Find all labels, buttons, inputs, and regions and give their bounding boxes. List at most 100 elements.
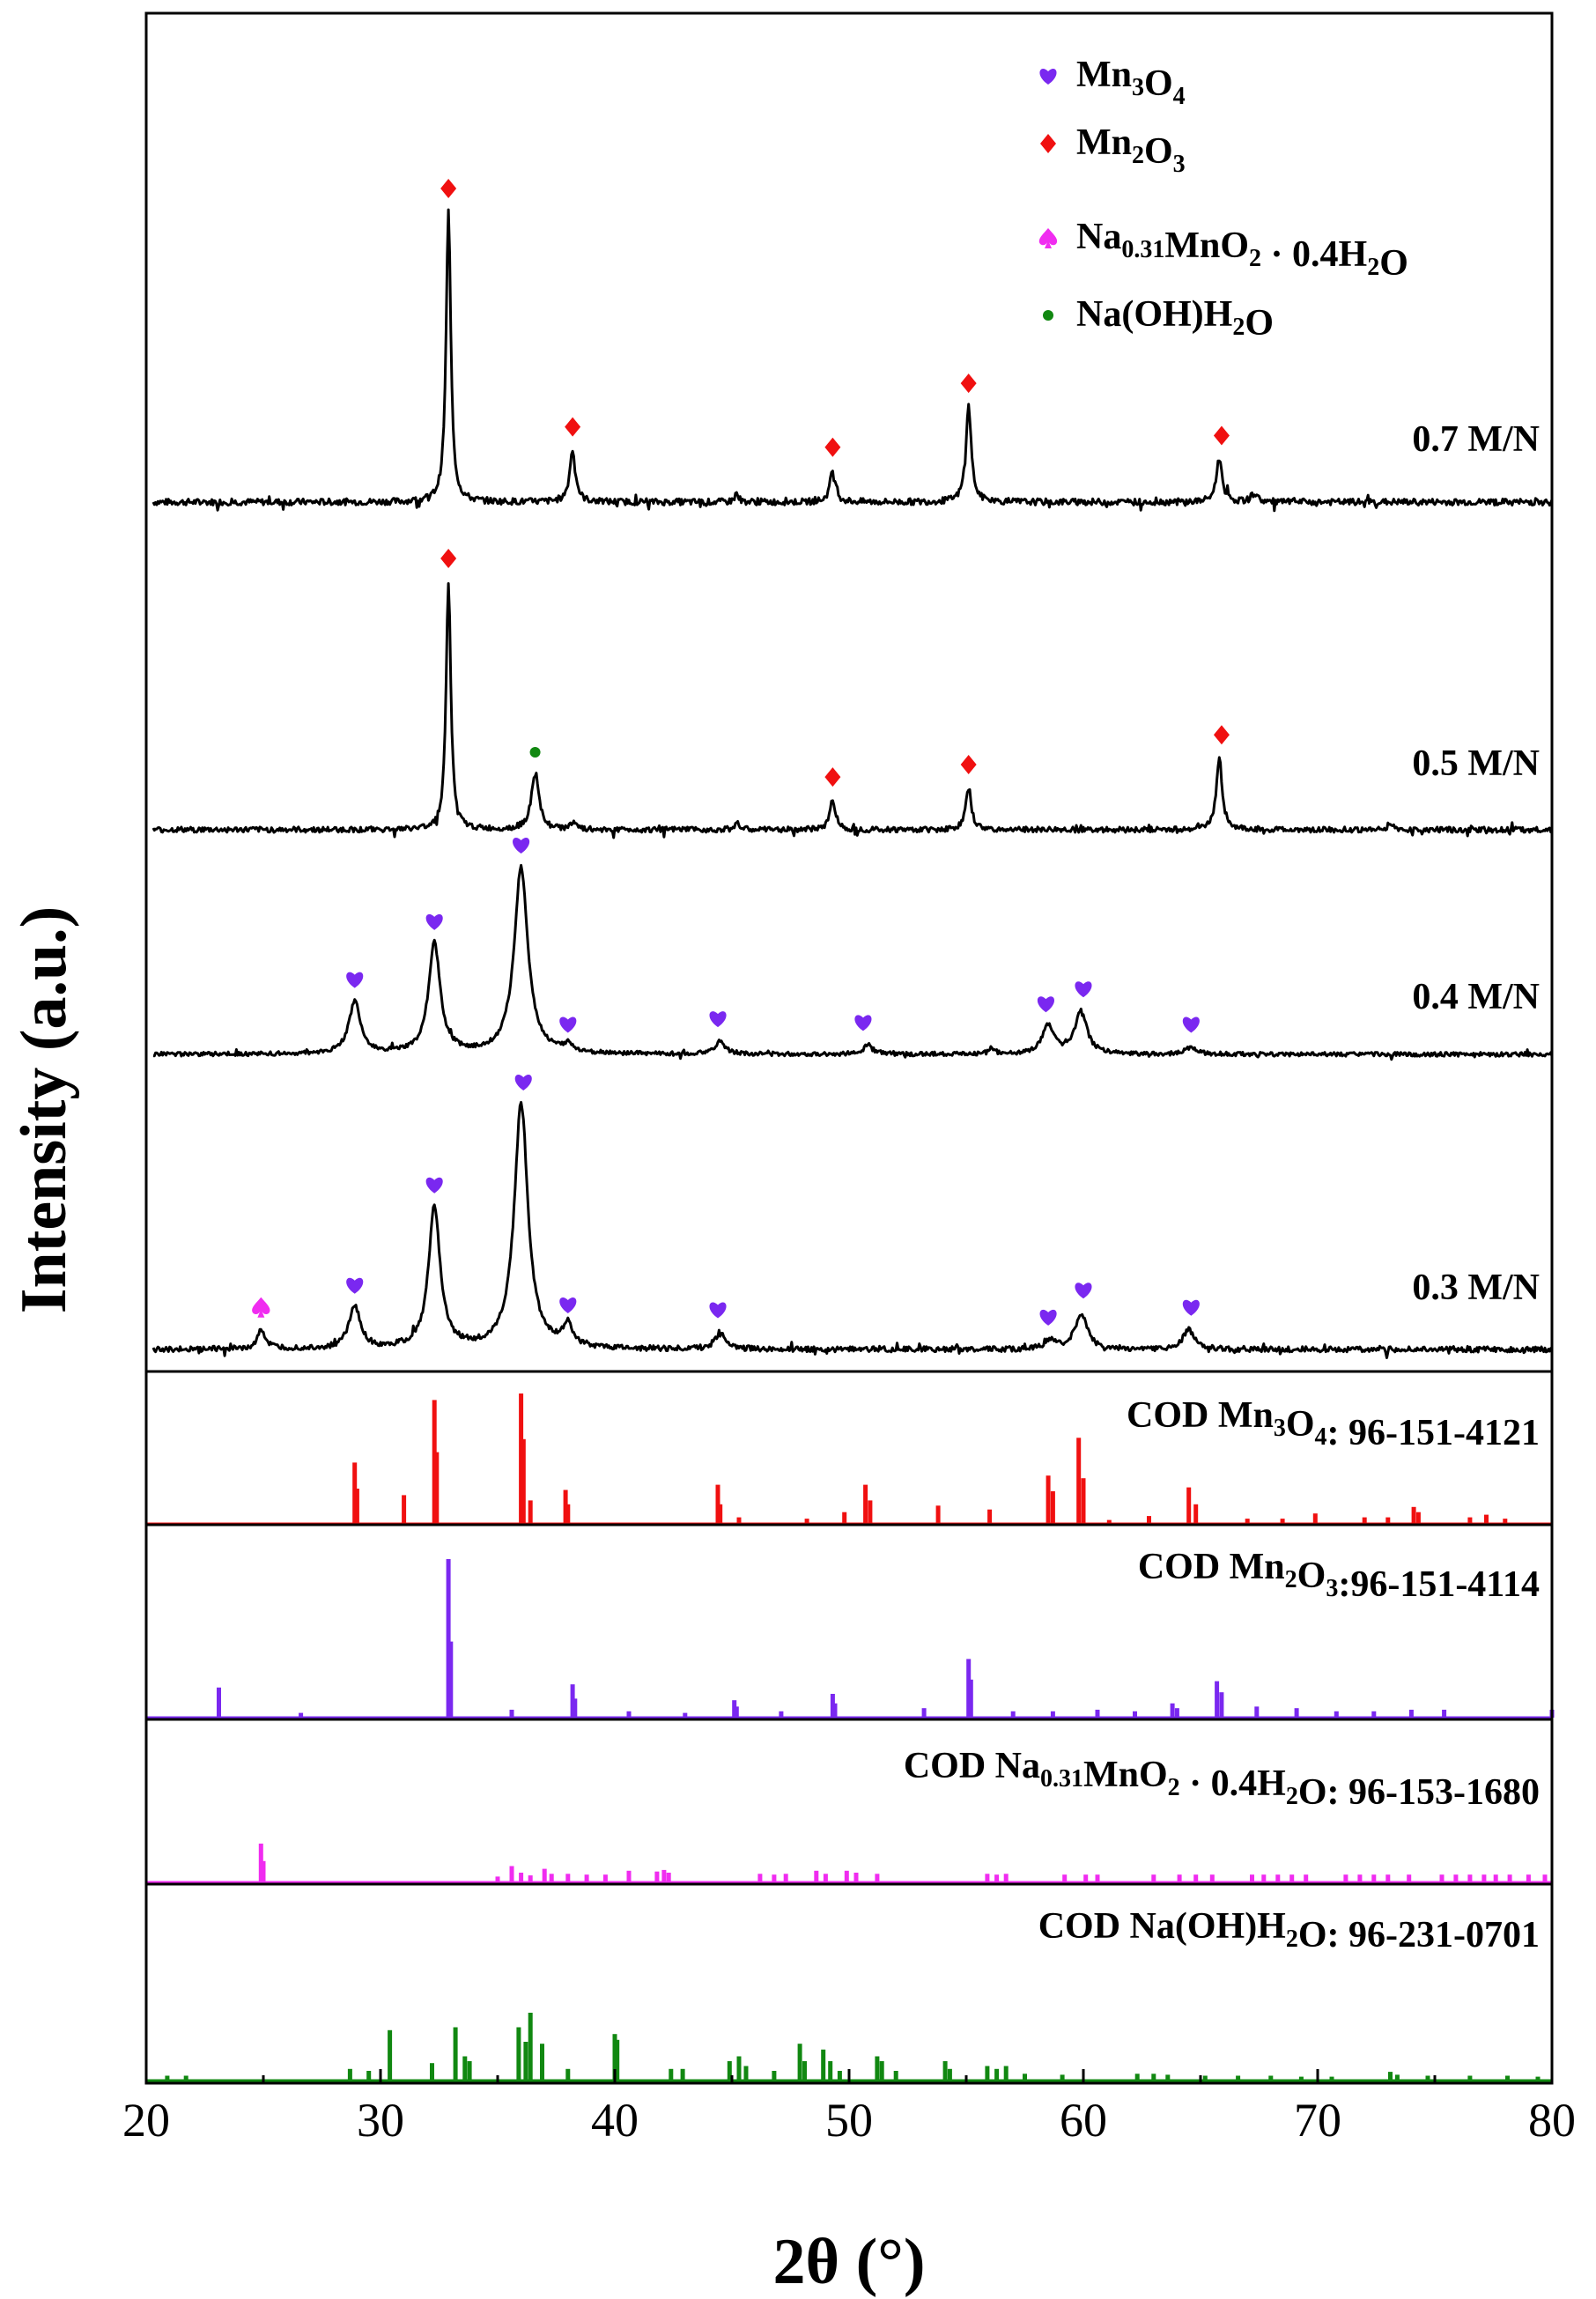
reference-stick-2-41 (1385, 1874, 1391, 1882)
marker-0-4-m-n-mn3o4-5 (854, 1015, 872, 1031)
reference-stick-2-4 (519, 1873, 524, 1882)
reference-stick-3-4 (388, 2029, 393, 2081)
reference-stick-3-7 (462, 2056, 468, 2081)
reference-stick-0-13 (804, 1519, 809, 1524)
reference-stick-2-33 (1250, 1874, 1254, 1882)
trace-label-0-5-m-n: 0.5 M/N (1412, 743, 1540, 784)
reference-stick-1-6 (573, 1698, 578, 1718)
legend-label-namno2: Na0.31MnO2 · 0.4H2O (1076, 217, 1408, 284)
reference-stick-2-36 (1289, 1874, 1295, 1882)
reference-stick-2-32 (1209, 1874, 1215, 1882)
reference-stick-2-7 (549, 1874, 554, 1882)
reference-stick-3-30 (942, 2061, 948, 2081)
reference-stick-2-22 (875, 1874, 880, 1882)
reference-label-0: COD Mn3O4: 96-151-4121 (1127, 1395, 1540, 1453)
reference-stick-0-6 (521, 1438, 526, 1524)
reference-stick-0-5 (519, 1393, 524, 1524)
marker-0-4-m-n-mn3o4-7 (1075, 981, 1092, 998)
reference-stick-2-49 (1526, 1874, 1531, 1882)
reference-stick-1-30 (1442, 1710, 1447, 1718)
marker-0-3-m-n-mn3o4-8 (1182, 1299, 1200, 1316)
reference-stick-2-45 (1467, 1874, 1473, 1882)
reference-stick-2-37 (1304, 1874, 1309, 1882)
reference-stick-1-11 (779, 1711, 784, 1718)
reference-stick-0-33 (1415, 1512, 1421, 1524)
reference-stick-0-20 (1050, 1491, 1055, 1524)
legend-marker-mn2o3 (1040, 134, 1056, 153)
reference-stick-3-2 (347, 2068, 352, 2081)
sample-traces (151, 208, 1554, 1359)
reference-stick-2-25 (1003, 1874, 1009, 1882)
reference-stick-2-5 (528, 1875, 533, 1882)
reference-stick-3-43 (1298, 2076, 1304, 2081)
marker-0-3-m-n-mn3o4-1 (346, 1277, 364, 1294)
reference-stick-3-34 (1003, 2066, 1009, 2081)
reference-stick-2-9 (584, 1874, 589, 1882)
reference-stick-2-42 (1407, 1874, 1412, 1882)
marker-0-3-m-n-namno2-0 (252, 1297, 270, 1318)
reference-stick-3-8 (467, 2061, 472, 2081)
marker-0-4-m-n-mn3o4-8 (1182, 1016, 1200, 1033)
reference-label-2: COD Na0.31MnO2 · 0.4H2O: 96-153-1680 (904, 1746, 1540, 1813)
reference-stick-1-19 (1095, 1710, 1100, 1718)
x-tick-label-50: 50 (825, 2094, 873, 2147)
reference-stick-2-46 (1481, 1874, 1487, 1882)
reference-stick-3-16 (669, 2068, 674, 2081)
reference-stick-3-17 (680, 2068, 685, 2081)
x-tick-label-30: 30 (357, 2094, 404, 2147)
marker-0-3-m-n-mn3o4-4 (559, 1297, 577, 1313)
trace-0-3-m-n (151, 1100, 1553, 1359)
reference-stick-0-26 (1193, 1504, 1199, 1524)
reference-stick-0-31 (1385, 1517, 1391, 1524)
reference-stick-3-32 (985, 2066, 990, 2081)
marker-0-7-m-n-mn2o3-0 (440, 179, 457, 198)
reference-stick-1-20 (1133, 1711, 1137, 1718)
marker-0-5-m-n-mn2o3-3 (960, 755, 977, 775)
reference-stick-1-29 (1408, 1710, 1414, 1718)
marker-0-4-m-n-mn3o4-6 (1037, 996, 1054, 1013)
reference-stick-2-39 (1357, 1874, 1363, 1882)
reference-stick-0-19 (1046, 1475, 1051, 1524)
x-tick-label-80: 80 (1528, 2094, 1576, 2147)
reference-stick-3-41 (1236, 2075, 1241, 2081)
reference-stick-3-25 (828, 2061, 833, 2081)
reference-stick-2-17 (783, 1874, 788, 1882)
reference-stick-2-48 (1507, 1874, 1512, 1882)
x-axis-ticks: 20 30 40 50 60 70 80 (122, 2069, 1576, 2147)
reference-stick-1-16 (968, 1679, 973, 1718)
reference-stick-1-10 (734, 1706, 739, 1718)
y-axis-title: Intensity (a.u.) (8, 906, 80, 1314)
reference-stick-2-13 (661, 1869, 667, 1882)
reference-stick-2-12 (654, 1871, 660, 1882)
reference-stick-2-14 (666, 1873, 671, 1882)
reference-stick-3-23 (802, 2061, 807, 2081)
reference-stick-3-33 (994, 2068, 1000, 2081)
reference-stick-3-42 (1268, 2075, 1274, 2081)
reference-stick-0-9 (565, 1504, 571, 1524)
reference-stick-3-20 (743, 2066, 749, 2081)
reference-label-3: COD Na(OH)H2O: 96-231-0701 (1038, 1906, 1540, 1955)
reference-stick-1-0 (217, 1687, 221, 1718)
reference-stick-3-13 (565, 2068, 571, 2081)
reference-stick-0-34 (1467, 1517, 1473, 1524)
reference-stick-2-29 (1151, 1874, 1156, 1882)
reference-stick-3-1 (183, 2075, 188, 2081)
reference-stick-1-4 (509, 1710, 514, 1718)
reference-stick-0-17 (935, 1505, 941, 1524)
reference-stick-2-3 (509, 1866, 514, 1882)
reference-stick-3-21 (772, 2071, 777, 2081)
reference-stick-3-31 (947, 2068, 952, 2081)
legend-marker-mn3o4 (1039, 68, 1057, 85)
reference-cod-na0-31mno2-0-4h2o-96-153-1680 (146, 1844, 1552, 1884)
reference-stick-0-2 (402, 1495, 407, 1524)
marker-0-3-m-n-mn3o4-5 (709, 1302, 727, 1319)
legend-marker-naoh (1043, 310, 1053, 321)
reference-stick-0-10 (715, 1484, 720, 1524)
reference-stick-2-27 (1083, 1874, 1089, 1882)
reference-stick-1-2 (446, 1559, 451, 1718)
reference-stick-0-30 (1362, 1517, 1367, 1524)
reference-stick-3-12 (540, 2044, 544, 2081)
reference-stick-0-32 (1411, 1506, 1416, 1524)
marker-0-7-m-n-mn2o3-3 (960, 373, 977, 394)
reference-stick-1-17 (1010, 1711, 1016, 1718)
